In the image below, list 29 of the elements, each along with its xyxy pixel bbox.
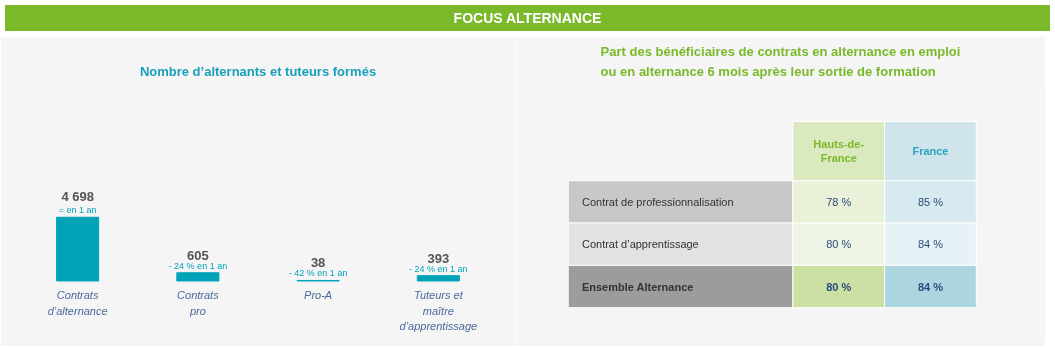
data-label: 80 % <box>826 280 852 293</box>
annotation: - 24 % en 1 an <box>168 260 228 271</box>
data-label: 393 <box>427 250 450 266</box>
data-label: 4 698 <box>61 189 94 205</box>
annotation: - 42 % en 1 an <box>288 268 348 279</box>
bar <box>56 216 100 282</box>
x-tick-label: France <box>912 145 949 158</box>
x-tick-label: Hauts-de-France <box>813 137 865 165</box>
data-label: 84 % <box>917 280 944 293</box>
data-label: 605 <box>187 247 209 263</box>
data-label: 38 <box>310 255 326 271</box>
x-tick-label: Contrats pro <box>177 288 220 317</box>
text: FOCUS ALTERNANCE <box>453 9 602 28</box>
data-label: 80 % <box>826 238 852 251</box>
y-tick-label: Contrat d’apprentissage <box>581 238 699 251</box>
y-tick-label: Contrat de professionnalisation <box>581 195 734 208</box>
x-tick-label: Contrats d’alternance <box>47 288 108 317</box>
data-label: 78 % <box>826 195 852 208</box>
x-tick-label: Tuteurs et maître d’apprentissage <box>399 288 478 333</box>
data-label: 85 % <box>917 195 944 208</box>
y-tick-label: Ensemble Alternance <box>581 280 694 293</box>
chart-title: Part des bénéficiaires de contrats en alternance en emploi ou en alternance 6 mois après leur sortie de formation <box>600 44 961 79</box>
bar <box>416 275 460 282</box>
chart-subtitle: Nombre d’alternants et tuteurs formés <box>139 63 377 79</box>
annotation: = en 1 an <box>58 205 97 216</box>
data-label: 84 % <box>917 238 944 251</box>
x-tick-label: Pro-A <box>304 288 333 301</box>
bar <box>176 272 220 282</box>
annotation: - 24 % en 1 an <box>409 263 468 274</box>
